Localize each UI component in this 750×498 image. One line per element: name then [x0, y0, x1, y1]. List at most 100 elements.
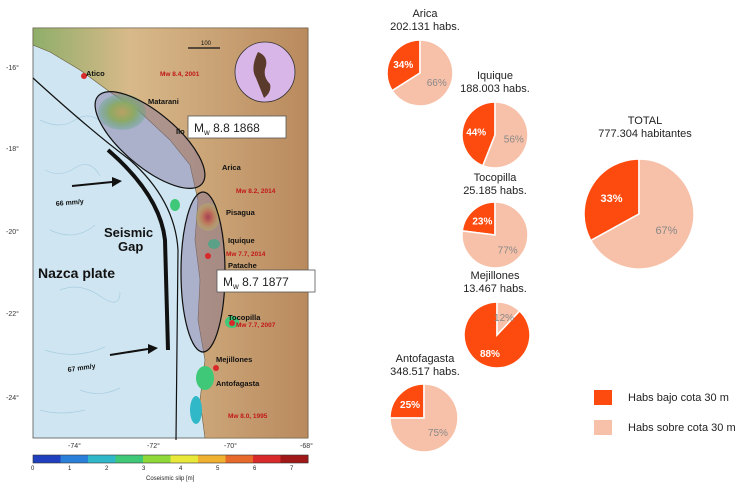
place-matarani: Matarani — [148, 97, 179, 106]
slip-patch-north — [98, 94, 146, 130]
pie-arica-header: Arica 202.131 habs. — [385, 8, 465, 34]
lon-tick-74: -74° — [68, 442, 81, 450]
pie-iquique-header: Iquique 188.003 habs. — [455, 70, 535, 96]
slip-patch-iquique — [208, 239, 220, 249]
quake-1868-box — [187, 115, 287, 139]
event-2007: Mw 7.7, 2007 — [236, 322, 276, 329]
pie-label-high: 56% — [504, 135, 524, 146]
colorbar-segment — [280, 455, 309, 463]
lat-tick-22: -22° — [6, 310, 19, 318]
event-2014-82: Mw 8.2, 2014 — [236, 188, 276, 195]
pie-antofagasta-header: Antofagasta 348.517 habs. — [380, 353, 470, 379]
rupture-ellipse-1868 — [94, 91, 206, 189]
pie-slice-low — [389, 383, 425, 419]
colorbar-segment — [115, 455, 144, 463]
place-ilo: Ilo — [176, 127, 185, 136]
legend-label-low: Habs bajo cota 30 m — [628, 391, 729, 404]
colorbar-tick-7: 7 — [290, 466, 294, 472]
pie-total: 33% 67% — [583, 158, 695, 270]
colorbar-tick-2: 2 — [105, 466, 109, 472]
colorbar-tick-4: 4 — [179, 466, 183, 472]
pie-slice-high — [481, 101, 529, 169]
colorbar-tick-6: 6 — [253, 466, 257, 472]
label-gap: Gap — [118, 239, 143, 254]
pie-label-low: 34% — [393, 60, 413, 71]
pie-iquique-subtitle: 188.003 habs. — [460, 83, 530, 95]
pie-tocopilla-subtitle: 25.185 habs. — [463, 185, 527, 197]
convergence-arrow-top — [71, 181, 113, 187]
pie-tocopilla-header: Tocopilla 25.185 habs. — [455, 172, 535, 198]
bathymetry-lines — [39, 115, 121, 414]
pie-mejillones-header: Mejillones 13.467 habs. — [455, 270, 535, 296]
colorbar-segment — [60, 455, 89, 463]
colorbar-tick-5: 5 — [216, 466, 220, 472]
slip-patch-antofagasta — [196, 366, 214, 390]
slip-patch-pisagua — [196, 203, 220, 231]
seismic-gap-map: -16° -18° -20° -22° -24° -74° -72° -70° … — [0, 0, 330, 498]
pie-slice-low — [461, 101, 496, 167]
quake-1877-label: Mw 8.7 1877 — [223, 275, 289, 291]
epicenter-tocopilla — [229, 320, 235, 326]
slip-patch-offshore — [170, 199, 180, 211]
place-arica: Arica — [222, 163, 242, 172]
pie-slice-high — [589, 158, 695, 270]
lat-tick-20: -20° — [6, 228, 19, 236]
place-patache: Patache — [228, 261, 257, 270]
label-nazca-plate: Nazca plate — [38, 265, 115, 281]
epicenter-iquique — [205, 253, 211, 259]
legend-swatch-high — [594, 420, 612, 435]
legend-label-high: Habs sobre cota 30 m — [628, 421, 736, 434]
pie-label-low: 25% — [400, 400, 420, 411]
colorbar-border — [32, 454, 309, 464]
rate-bottom: 67 mm/y — [67, 363, 96, 374]
place-atico: Atico — [86, 69, 105, 78]
pie-iquique-title: Iquique — [476, 70, 514, 82]
colorbar-segment — [198, 455, 226, 463]
place-tocopilla: Tocopilla — [228, 313, 261, 322]
pie-arica-subtitle: 202.131 habs. — [390, 21, 460, 33]
place-mejillones: Mejillones — [216, 355, 252, 364]
colorbar-segment — [33, 455, 61, 463]
quake-1868-label: Mw 8.8 1868 — [194, 121, 260, 137]
pie-mejillones: 88% 12% — [463, 301, 531, 369]
lon-tick-70: -70° — [224, 442, 237, 450]
epicenter-atico — [81, 73, 87, 79]
epicenter-mejillones — [213, 365, 219, 371]
pie-antofagasta-subtitle: 348.517 habs. — [390, 366, 460, 378]
pie-slice-high — [496, 301, 521, 337]
pie-slice-low — [583, 158, 640, 242]
pie-slice-high — [389, 383, 459, 453]
pie-mejillones-title: Mejillones — [470, 270, 520, 282]
map-svg: -16° -18° -20° -22° -24° -74° -72° -70° … — [6, 27, 316, 482]
globe-inset — [234, 41, 296, 103]
pie-label-high: 66% — [427, 78, 447, 89]
colorbar-segment — [88, 455, 116, 463]
colorbar-tick-3: 3 — [142, 466, 146, 472]
trench-line — [32, 77, 179, 441]
pie-antofagasta-title: Antofagasta — [395, 353, 455, 365]
place-antofagasta: Antofagasta — [216, 379, 260, 388]
event-1995: Mw 8.0, 1995 — [228, 413, 268, 420]
colorbar-label: Coseismic slip [m] — [146, 476, 195, 482]
colorbar-segment — [225, 455, 254, 463]
legend-item-high: Habs sobre cota 30 m — [594, 420, 736, 435]
pie-total-header: TOTAL 777.304 habitantes — [590, 115, 700, 141]
pie-label-low: 33% — [601, 193, 623, 205]
pie-label-high: 77% — [498, 245, 518, 256]
lat-tick-18: -18° — [6, 145, 19, 153]
colorbar-segment — [170, 455, 199, 463]
pie-label-high: 75% — [428, 428, 448, 439]
pie-tocopilla: 23% 77% — [461, 201, 529, 269]
quake-1877-box — [216, 269, 316, 293]
scale-bar-label: 100 — [201, 41, 212, 47]
pie-label-low: 44% — [466, 127, 486, 138]
pie-slice-low — [461, 201, 496, 236]
pie-arica-title: Arica — [412, 8, 438, 20]
pie-label-low: 23% — [472, 217, 492, 228]
pie-total-title: TOTAL — [627, 115, 663, 127]
place-pisagua: Pisagua — [226, 208, 256, 217]
colorbar-tick-0: 0 — [31, 466, 35, 472]
pie-antofagasta: 25% 75% — [389, 383, 459, 453]
seismic-gap-bar — [106, 148, 170, 351]
convergence-arrow-bottom — [109, 348, 149, 356]
